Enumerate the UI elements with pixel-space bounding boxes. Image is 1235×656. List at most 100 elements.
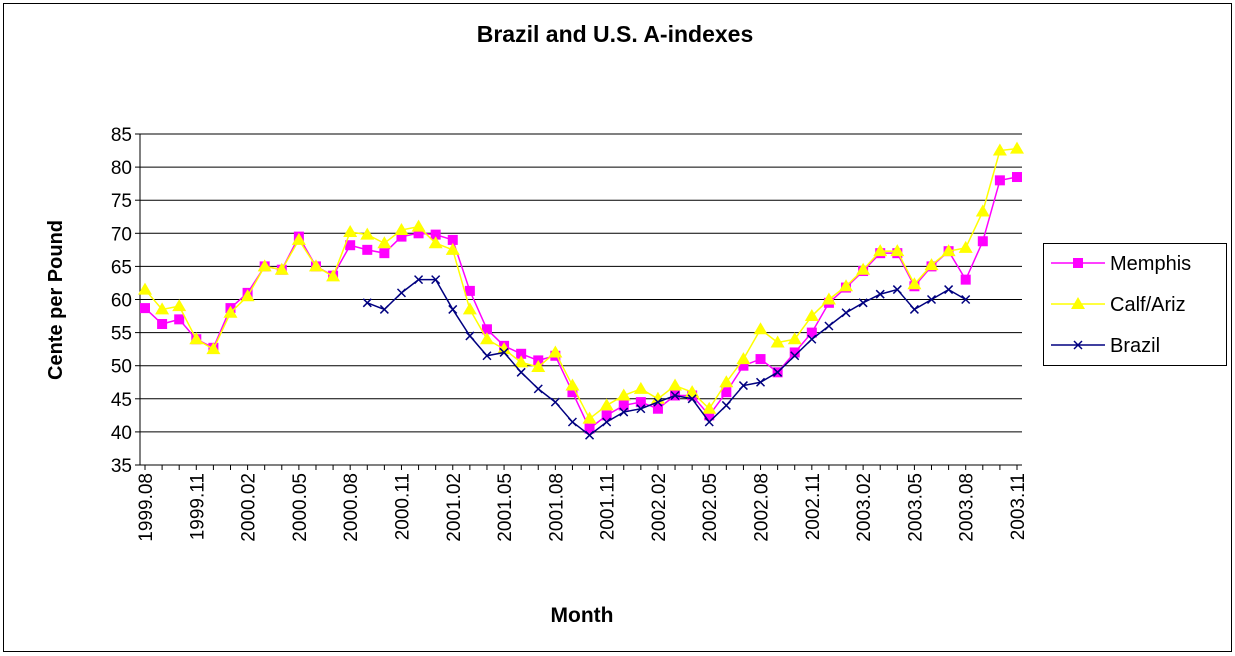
data-point	[567, 387, 578, 398]
data-point	[738, 360, 749, 371]
x-tick-label: 2000.02	[239, 473, 260, 542]
x-tick-label: 2002.02	[649, 473, 670, 542]
data-point	[602, 417, 612, 427]
data-point	[155, 302, 170, 315]
x-tick-label: 2000.08	[341, 473, 362, 542]
y-tick-label: 85	[111, 125, 132, 146]
data-point	[736, 352, 751, 365]
data-point	[550, 397, 560, 407]
data-point	[616, 388, 631, 401]
series-line	[144, 147, 1018, 420]
data-point	[514, 355, 529, 368]
data-point	[189, 332, 204, 345]
data-point	[773, 367, 783, 377]
legend-label: Calf/Ariz	[1110, 294, 1186, 316]
legend-marker	[1071, 297, 1085, 309]
data-point	[584, 423, 595, 434]
y-tick-label: 70	[111, 224, 132, 245]
y-tick-label: 40	[111, 423, 132, 444]
y-tick-label: 55	[111, 324, 132, 345]
data-point	[567, 417, 577, 427]
data-point	[875, 289, 885, 299]
data-point	[909, 304, 919, 314]
series-line	[367, 278, 967, 437]
data-point	[447, 234, 458, 245]
x-tick-label: 1999.08	[136, 473, 157, 542]
data-point	[961, 294, 971, 305]
data-point	[548, 345, 563, 358]
data-point	[807, 334, 817, 344]
data-point	[445, 242, 460, 255]
data-point	[1010, 141, 1024, 154]
data-point	[944, 285, 954, 295]
x-tick-label: 2003.08	[957, 473, 978, 542]
data-point	[719, 375, 734, 388]
data-point	[481, 324, 492, 335]
data-point	[806, 327, 817, 338]
data-point	[636, 404, 646, 414]
data-point	[738, 381, 748, 391]
y-tick-label: 80	[111, 158, 132, 179]
data-point	[533, 384, 543, 394]
data-point	[841, 308, 851, 318]
data-point	[223, 305, 238, 318]
data-point	[790, 351, 800, 361]
data-point	[414, 275, 424, 285]
data-point	[652, 403, 663, 414]
data-point	[499, 347, 509, 357]
data-point	[482, 351, 492, 361]
data-point	[687, 394, 697, 404]
data-point	[343, 224, 358, 237]
y-tick-label: 35	[111, 456, 132, 477]
data-point	[428, 236, 443, 249]
data-point	[770, 335, 785, 348]
data-point	[411, 219, 426, 232]
data-point	[635, 397, 646, 408]
data-point	[858, 298, 868, 308]
data-point	[565, 378, 580, 391]
data-point	[755, 377, 766, 387]
data-point	[448, 304, 458, 314]
data-point	[960, 274, 971, 285]
data-point	[396, 288, 407, 298]
data-point	[274, 262, 289, 275]
data-point	[789, 347, 800, 358]
data-point	[377, 236, 392, 249]
data-point	[907, 277, 922, 290]
data-point	[1012, 172, 1022, 183]
legend-marker	[1073, 340, 1083, 350]
data-point	[257, 259, 272, 272]
x-tick-label: 2001.02	[444, 473, 465, 542]
data-point	[379, 304, 389, 314]
data-point	[721, 400, 731, 410]
data-point	[413, 228, 424, 239]
x-tick-label: 2000.05	[290, 473, 311, 542]
data-point	[497, 342, 512, 355]
data-point	[291, 232, 306, 245]
x-tick-label: 2001.05	[495, 473, 516, 542]
data-point	[174, 314, 185, 325]
data-point	[140, 303, 150, 314]
y-tick-label: 45	[111, 390, 132, 411]
data-point	[704, 410, 715, 421]
data-point	[977, 236, 988, 247]
data-point	[653, 397, 663, 407]
data-point	[362, 298, 372, 308]
y-tick-label: 65	[111, 257, 132, 278]
data-point	[240, 289, 255, 302]
chart-title: Brazil and U.S. A-indexes	[477, 21, 754, 47]
data-point	[890, 244, 905, 257]
legend-marker	[1073, 258, 1083, 268]
legend-label: Brazil	[1110, 335, 1160, 357]
x-tick-label: 2002.08	[752, 473, 773, 542]
y-tick-label: 60	[111, 291, 132, 312]
data-point	[618, 400, 629, 411]
data-point	[704, 417, 714, 427]
data-point	[755, 354, 766, 365]
data-point	[804, 309, 819, 322]
data-point	[721, 387, 732, 398]
data-point	[994, 175, 1005, 186]
data-point	[394, 222, 409, 235]
data-point	[685, 385, 700, 398]
